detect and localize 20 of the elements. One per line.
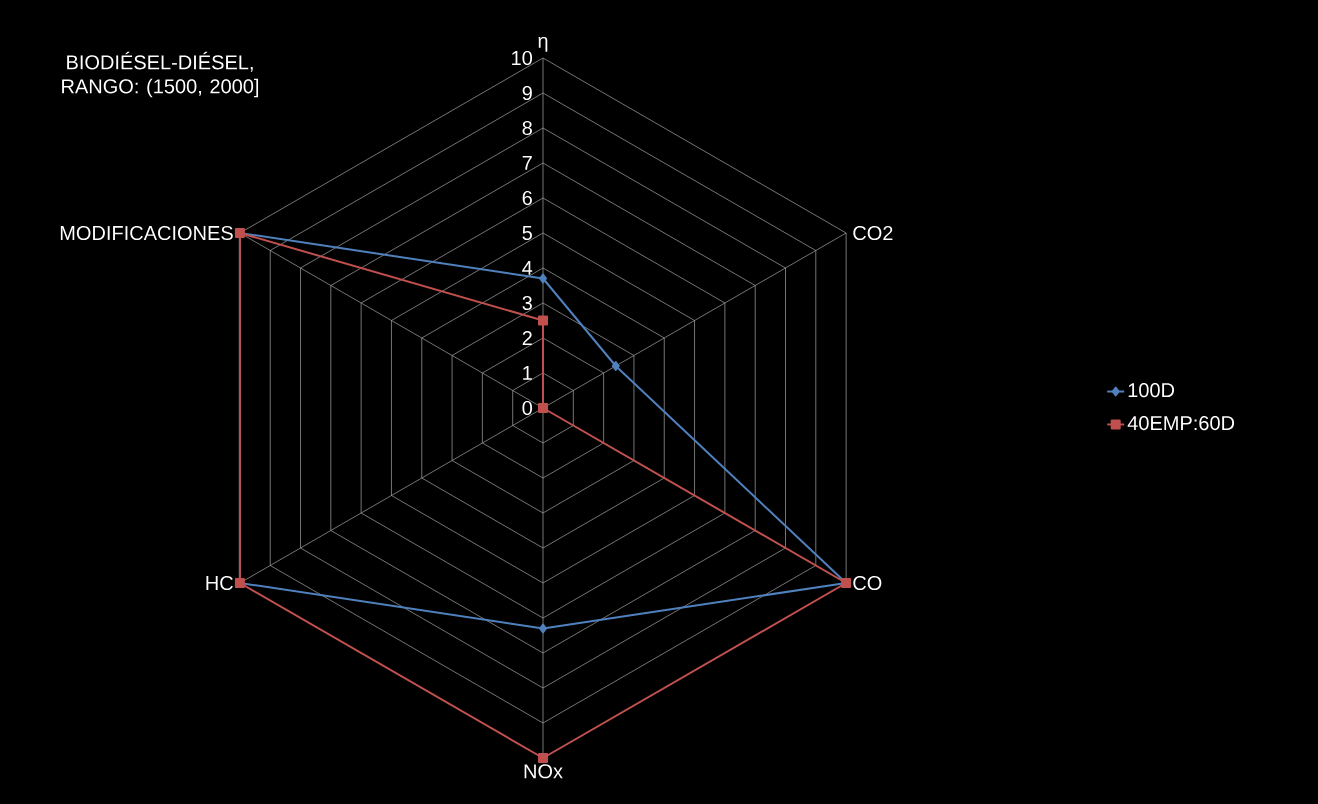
spoke-label: MODIFICACIONES [60,225,233,241]
spoke-label: NOx [524,764,563,779]
y-tick-label: 5 [522,226,532,240]
y-tick-label: 9 [522,85,532,101]
spoke-label: η [538,36,548,52]
y-tick-label: 7 [522,156,532,170]
legend-label: 100D [1128,383,1175,398]
y-tick-label: 8 [522,120,532,136]
y-tick-label: 3 [522,295,532,311]
spoke-label: CO2 [853,225,893,241]
spoke-label: HC [206,575,233,591]
y-tick-label: 4 [522,261,533,275]
y-tick-label: 10 [512,50,533,66]
text: BIODIÉSEL-DIÉSEL, RANGO: (1500, 2000] [62,51,259,98]
spoke-label: CO [853,575,882,591]
y-tick-label: 0 [522,400,533,416]
y-tick-label: 1 [523,366,532,380]
y-tick-label: 2 [522,331,532,345]
y-tick-label: 6 [522,190,532,206]
legend-label: 40EMP:60D [1127,415,1235,431]
